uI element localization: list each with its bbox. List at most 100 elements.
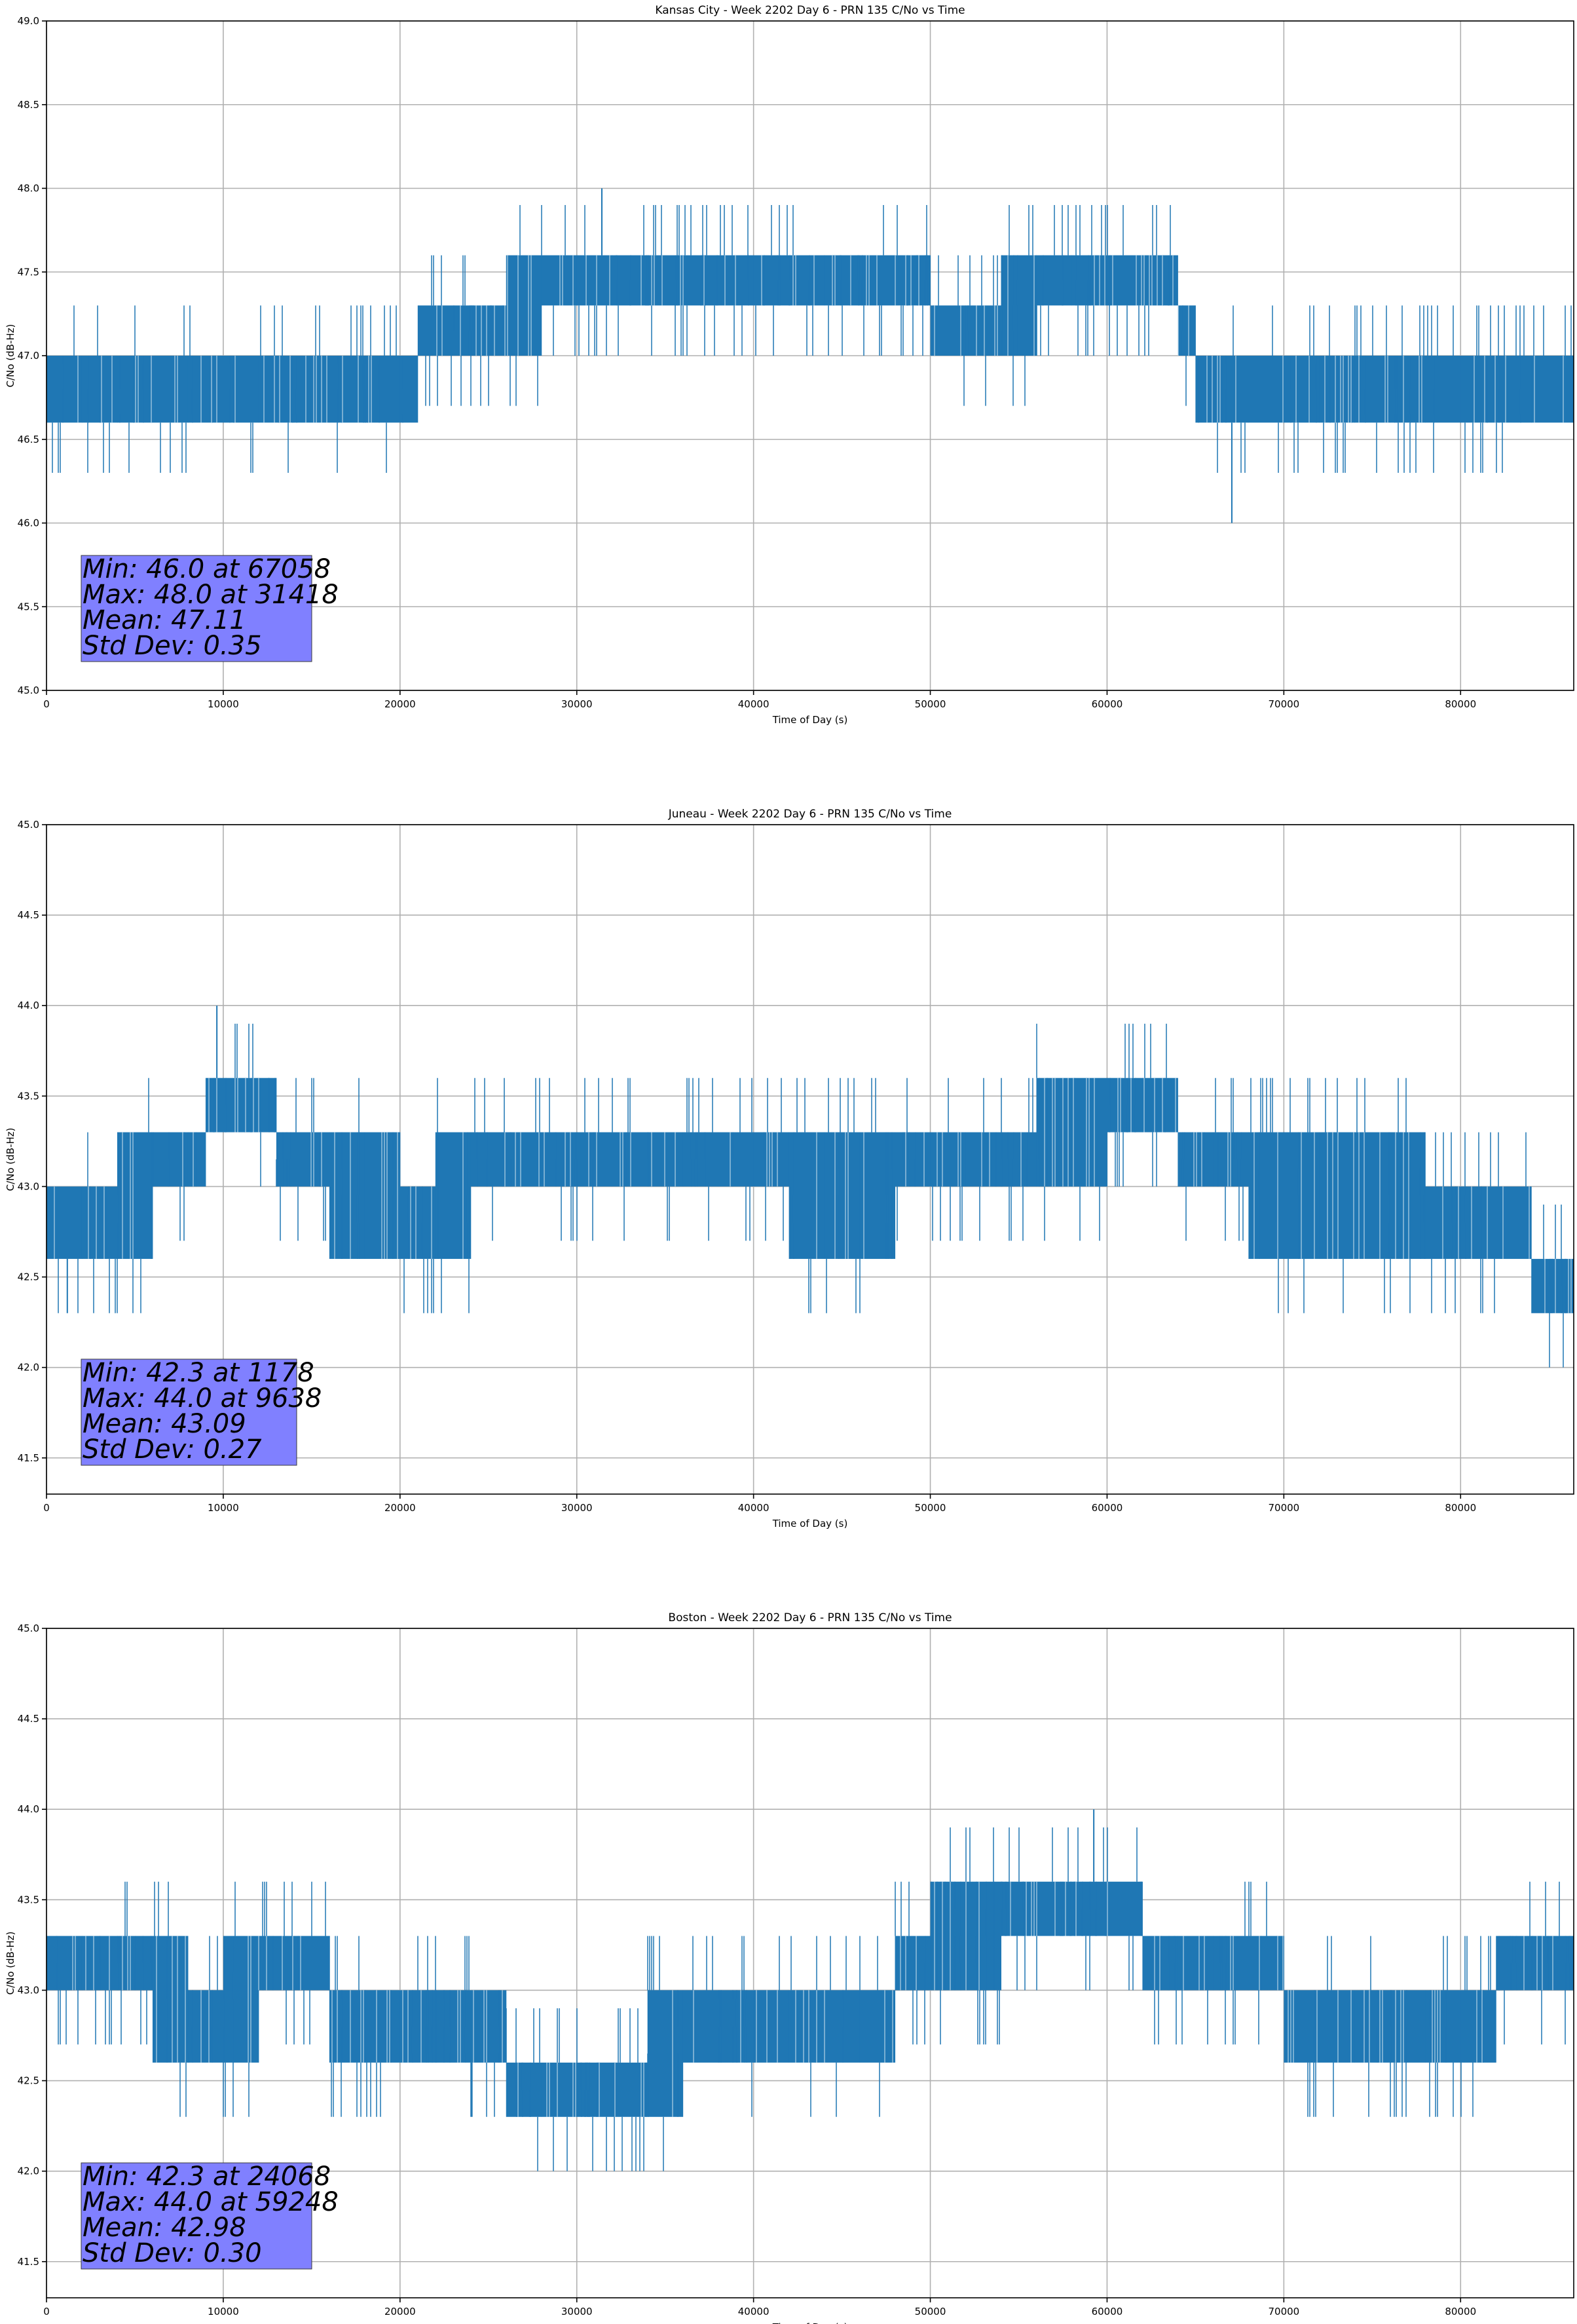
y-tick-label: 47.5	[18, 266, 39, 278]
series-segment	[1107, 1881, 1143, 1936]
chart-title: Juneau - Week 2202 Day 6 - PRN 135 C/No …	[668, 808, 952, 821]
series-segment	[506, 2062, 542, 2117]
series-segment	[1001, 255, 1037, 356]
stats-line: Max: 44.0 at 59248	[83, 2187, 339, 2217]
x-tick-label: 10000	[208, 2306, 239, 2317]
series-segment	[1496, 356, 1532, 423]
y-tick-label: 42.0	[18, 1362, 39, 1374]
series-segment	[293, 356, 330, 423]
series-segment	[187, 356, 224, 423]
x-tick-label: 60000	[1092, 698, 1123, 710]
y-tick-label: 44.5	[18, 1713, 39, 1725]
series-segment	[824, 1132, 861, 1259]
x-tick-label: 0	[43, 1502, 50, 1514]
series-segment	[824, 255, 861, 306]
series-segment	[1460, 356, 1496, 423]
series-segment	[1213, 1132, 1249, 1187]
x-tick-label: 40000	[738, 1502, 770, 1514]
series-segment	[1425, 356, 1461, 423]
series-segment	[1071, 1078, 1107, 1187]
series-segment	[1354, 1132, 1390, 1259]
series-segment	[1284, 1132, 1320, 1259]
series-segment	[470, 1132, 507, 1187]
y-tick-label: 48.5	[18, 99, 39, 111]
series-segment	[541, 255, 578, 306]
series-segment	[576, 255, 613, 306]
x-tick-label: 70000	[1268, 1502, 1299, 1514]
series-segment	[965, 1881, 1001, 1991]
series-segment	[117, 356, 153, 423]
series-segment	[1460, 1186, 1496, 1259]
series-segment	[788, 1990, 825, 2063]
plot-frame	[46, 1628, 1574, 2298]
series-segment	[718, 1132, 754, 1187]
series-segment	[1107, 1078, 1143, 1133]
series-segment	[1531, 1258, 1574, 1313]
y-tick-label: 49.0	[18, 15, 39, 27]
series-segment	[293, 1936, 330, 1991]
series-segment	[329, 1990, 365, 2063]
x-tick-label: 20000	[384, 698, 416, 710]
y-tick-label: 41.5	[18, 1452, 39, 1464]
series-segment	[152, 1132, 189, 1187]
series-segment	[223, 1078, 259, 1133]
x-tick-label: 30000	[561, 698, 593, 710]
series-segment	[1319, 1990, 1355, 2063]
y-tick-label: 45.5	[18, 601, 39, 612]
series-segment	[276, 1132, 295, 1187]
x-tick-label: 0	[43, 698, 50, 710]
series-segment	[576, 2062, 613, 2117]
series-band	[46, 1005, 1574, 1368]
stats-line: Min: 46.0 at 67058	[83, 554, 331, 584]
series-segment	[1248, 1936, 1284, 1991]
series-segment	[399, 1186, 436, 1259]
y-tick-label: 45.0	[18, 1622, 39, 1634]
series-segment	[1354, 356, 1390, 423]
x-tick-label: 60000	[1092, 1502, 1123, 1514]
stats-line: Std Dev: 0.30	[83, 2238, 262, 2268]
y-tick-label: 48.0	[18, 183, 39, 195]
stats-line: Mean: 43.09	[83, 1409, 246, 1439]
stats-line: Min: 42.3 at 1178	[83, 1358, 314, 1388]
x-tick-label: 30000	[561, 1502, 593, 1514]
y-tick-label: 42.5	[18, 2075, 39, 2087]
y-axis-label: C/No (dB-Hz)	[5, 324, 16, 388]
series-segment	[1248, 356, 1284, 423]
series-segment	[1390, 1990, 1426, 2063]
y-axis-label: C/No (dB-Hz)	[5, 1128, 16, 1191]
x-axis-label: Time of Day (s)	[772, 1518, 848, 1529]
x-tick-label: 80000	[1445, 698, 1476, 710]
series-segment	[859, 1990, 896, 2063]
series-segment	[364, 1990, 401, 2063]
series-spikes	[56, 1827, 1570, 2171]
series-segment	[753, 1990, 790, 2063]
x-tick-label: 50000	[915, 1502, 946, 1514]
y-tick-label: 44.0	[18, 1000, 39, 1011]
y-tick-label: 43.5	[18, 1090, 39, 1102]
series-segment	[223, 1936, 259, 2063]
series-segment	[117, 1132, 153, 1259]
series-segment	[1284, 356, 1320, 423]
series-band	[46, 1809, 1574, 2171]
x-tick-label: 40000	[738, 2306, 770, 2317]
x-axis-label: Time of Day (s)	[772, 714, 848, 726]
series-segment	[1001, 1881, 1037, 1936]
series-segment	[152, 1936, 189, 2063]
stats-box	[81, 1359, 297, 1466]
series-segment	[612, 2062, 648, 2117]
series-segment	[258, 356, 295, 423]
series-segment	[788, 255, 825, 306]
x-tick-label: 40000	[738, 698, 770, 710]
x-tick-label: 80000	[1445, 2306, 1476, 2317]
series-segment	[506, 255, 542, 356]
series-segment	[1319, 1132, 1355, 1259]
y-tick-label: 41.5	[18, 2256, 39, 2268]
stats-line: Max: 48.0 at 31418	[83, 580, 339, 610]
chart-title: Boston - Week 2202 Day 6 - PRN 135 C/No …	[668, 1611, 952, 1624]
series-segment	[46, 1186, 83, 1259]
series-segment	[859, 255, 896, 306]
x-tick-label: 0	[43, 2306, 50, 2317]
series-segment	[1107, 255, 1143, 306]
series-segment	[753, 1132, 790, 1187]
series-segment	[1142, 255, 1178, 306]
